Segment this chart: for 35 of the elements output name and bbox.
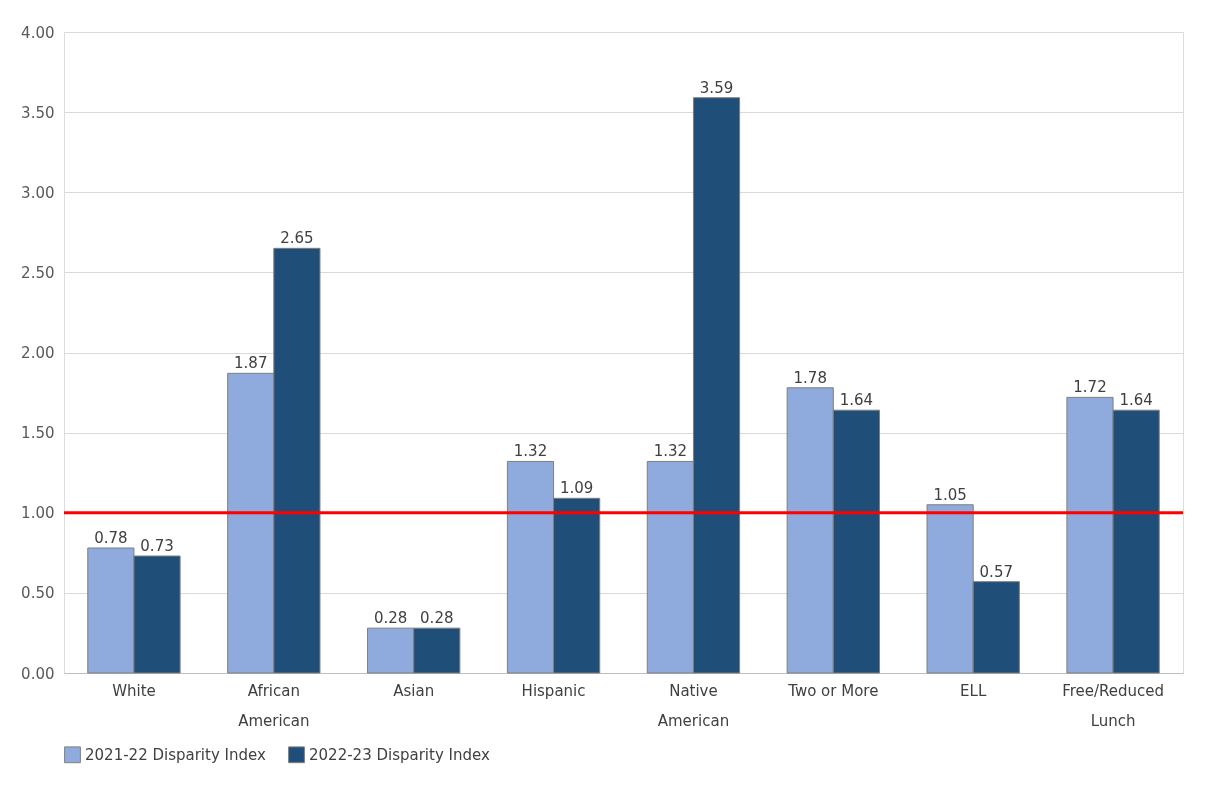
x-tick-label: Hispanic	[521, 681, 586, 700]
y-tick-label: 2.00	[21, 344, 55, 362]
data-label: 1.05	[933, 485, 967, 504]
data-label: 1.32	[653, 442, 688, 461]
data-label: 0.57	[979, 562, 1013, 581]
data-label: 1.32	[513, 442, 548, 461]
y-tick-label: 3.50	[21, 103, 55, 122]
y-tick-label: 1.50	[21, 424, 55, 443]
y-tick-label: 0.00	[21, 664, 55, 683]
x-tick-label: Native American	[657, 681, 730, 730]
x-tick-label: White	[112, 681, 156, 700]
data-label: 0.28	[373, 609, 408, 628]
y-tick-label: 4.00	[21, 23, 55, 42]
data-label: 1.87	[234, 354, 268, 373]
data-label: 3.59	[699, 78, 734, 97]
x-tick-label: Asian	[393, 681, 435, 700]
data-label: 0.73	[140, 537, 174, 556]
data-label: 2.65	[280, 229, 314, 248]
data-label: 1.09	[559, 479, 594, 498]
data-label: 0.28	[420, 609, 454, 628]
y-tick-label: 3.00	[21, 183, 55, 202]
data-label: 1.72	[1073, 378, 1107, 397]
y-tick-label: 1.00	[21, 504, 55, 523]
data-label: 1.64	[839, 391, 874, 410]
data-label: 0.78	[94, 529, 128, 548]
data-label: 1.78	[793, 368, 827, 387]
y-tick-label: 0.50	[21, 584, 55, 603]
data-label: 1.64	[1119, 391, 1153, 410]
x-tick-label: African American	[238, 681, 310, 730]
x-tick-label: Two or More	[787, 681, 879, 700]
legend-label: 2022-23 Disparity Index	[309, 745, 490, 764]
x-tick-label: ELL	[960, 681, 987, 700]
y-tick-label: 2.50	[21, 263, 55, 282]
x-tick-label: Free/Reduced Lunch	[1062, 681, 1165, 730]
legend-label: 2021-22 Disparity Index	[85, 745, 266, 764]
